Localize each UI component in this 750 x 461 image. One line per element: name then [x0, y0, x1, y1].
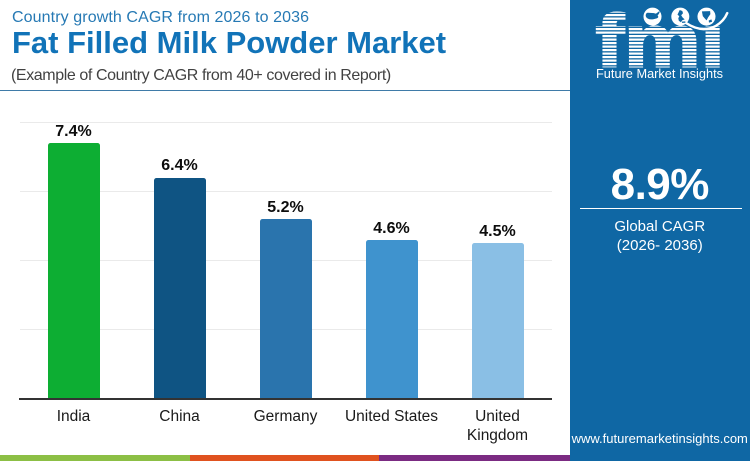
svg-text:Future Market Insights: Future Market Insights	[596, 67, 723, 81]
